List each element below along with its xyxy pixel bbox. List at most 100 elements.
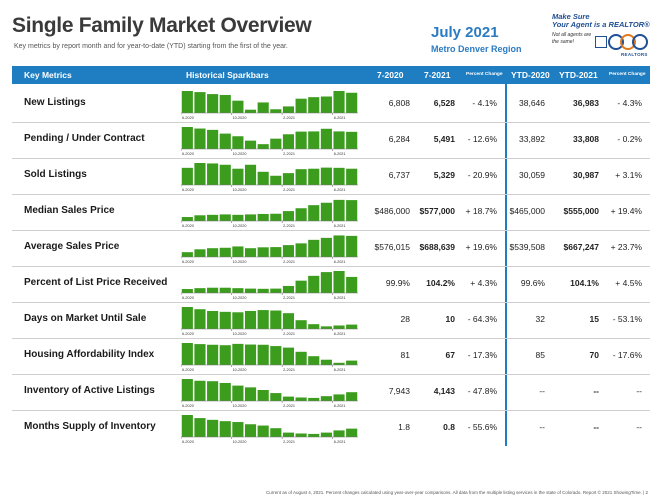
sparkbar <box>320 128 332 149</box>
sparkbar <box>295 243 307 257</box>
sparkbar-tick-label: 6-2021 <box>334 116 346 120</box>
sparkbar-tick-label: 10-2020 <box>233 224 247 228</box>
sparkbar <box>270 247 282 257</box>
value-ytd-2020: 85 <box>535 350 545 360</box>
value-ytd-percent-change: + 4.5% <box>615 278 642 288</box>
sparkbar <box>308 168 320 185</box>
value-ytd-percent-change: -- <box>636 422 642 432</box>
sparkbar-tick-label: 6-2020 <box>182 260 194 264</box>
header-month-2021: 7-2021 <box>424 70 451 80</box>
sparkbar <box>346 168 358 185</box>
row-divider <box>12 302 650 303</box>
value-ytd-2020: 32 <box>535 314 545 324</box>
value-month-2021: 10 <box>445 314 455 324</box>
sparkbar <box>219 421 231 437</box>
value-month-2020: 1.8 <box>398 422 410 432</box>
sparkbar <box>257 344 269 365</box>
sparkbar <box>244 310 257 329</box>
sparkbar <box>194 249 206 257</box>
value-month-2020: 99.9% <box>385 278 410 288</box>
sparkbar <box>282 347 295 365</box>
sparkbar <box>346 392 358 401</box>
sparkbar-tick-label: 10-2020 <box>233 440 247 444</box>
sparkbar-tick-label: 10-2020 <box>233 152 247 156</box>
value-percent-change: - 12.6% <box>467 134 497 144</box>
sparkbar-chart: 6-2020 10-2020 2-2021 6-2021 <box>181 379 358 408</box>
sparkbar-tick-label: 10-2020 <box>233 116 247 120</box>
sparkbar <box>308 131 320 149</box>
sparkbar <box>308 205 320 221</box>
value-ytd-2021: -- <box>593 386 599 396</box>
value-percent-change: - 4.1% <box>472 98 497 108</box>
value-ytd-2020: $465,000 <box>509 206 545 216</box>
sparkbar-tick-label: 6-2020 <box>182 296 194 300</box>
sparkbar <box>194 344 206 365</box>
sparkbar <box>207 381 219 401</box>
sparkbar <box>232 168 244 185</box>
sparkbar-tick-label: 2-2021 <box>283 404 295 408</box>
sparkbar <box>219 345 231 365</box>
sparkbar <box>194 128 206 149</box>
sparkbar <box>257 310 269 329</box>
value-month-2021: 6,528 <box>433 98 455 108</box>
sparkbar <box>282 313 295 329</box>
sparkbar <box>270 288 282 293</box>
sparkbar <box>181 167 193 185</box>
sparkbar <box>270 393 282 401</box>
sparkbar-chart: 6-2020 10-2020 2-2021 6-2021 <box>181 271 358 300</box>
ytd-divider <box>505 84 507 446</box>
sparkbar-tick-label: 6-2021 <box>334 404 346 408</box>
sparkbar-tick-label: 2-2021 <box>283 332 295 336</box>
value-month-2021: 0.8 <box>443 422 455 432</box>
sparkbar <box>320 237 332 257</box>
value-ytd-percent-change: + 23.7% <box>610 242 642 252</box>
sparkbar <box>181 307 193 329</box>
sparkbar <box>244 164 257 185</box>
value-month-2020: $576,015 <box>374 242 410 252</box>
sparkbar <box>295 433 307 437</box>
sparkbar <box>270 175 282 185</box>
metric-row: New Listings 6,808 6,528 - 4.1% 38,646 36,983… <box>12 86 650 122</box>
sparkbar <box>194 309 206 329</box>
value-month-2021: $577,000 <box>419 206 455 216</box>
sparkbar <box>308 239 320 257</box>
sparkbar <box>333 271 345 293</box>
value-ytd-2021: $555,000 <box>563 206 599 216</box>
sparkbar <box>308 356 320 365</box>
value-ytd-2021: 70 <box>589 350 599 360</box>
row-divider <box>12 374 650 375</box>
sparkbar <box>270 346 282 365</box>
value-percent-change: - 17.3% <box>467 350 497 360</box>
sparkbar <box>194 92 206 113</box>
sparkbar <box>219 287 231 293</box>
value-month-2020: 28 <box>400 314 410 324</box>
sparkbar <box>207 214 219 221</box>
metric-label: Days on Market Until Sale <box>24 313 147 324</box>
sparkbar <box>257 288 269 293</box>
sparkbar <box>282 211 295 221</box>
sparkbar <box>320 272 332 293</box>
sparkbar <box>219 164 231 185</box>
sparkbar <box>194 163 206 185</box>
sparkbar-tick-label: 6-2021 <box>334 152 346 156</box>
sparkbar <box>244 214 257 221</box>
value-ytd-2020: 99.6% <box>520 278 545 288</box>
sparkbar <box>194 215 206 221</box>
sparkbar <box>333 91 345 113</box>
sparkbar <box>257 213 269 221</box>
sparkbar <box>295 320 307 329</box>
sparkbar <box>207 287 219 293</box>
sparkbar-tick-label: 6-2021 <box>334 332 346 336</box>
value-ytd-percent-change: - 4.3% <box>617 98 642 108</box>
value-percent-change: - 64.3% <box>467 314 497 324</box>
value-ytd-percent-change: + 3.1% <box>615 170 642 180</box>
value-ytd-percent-change: - 0.2% <box>617 134 642 144</box>
row-divider <box>12 158 650 159</box>
sparkbar <box>232 312 244 329</box>
sparkbar-tick-label: 6-2020 <box>182 188 194 192</box>
sparkbar <box>320 396 332 401</box>
report-region: Metro Denver Region <box>431 44 522 54</box>
metric-label: Months Supply of Inventory <box>24 421 156 432</box>
sparkbar <box>346 276 358 293</box>
sparkbar-tick-label: 6-2021 <box>334 440 346 444</box>
